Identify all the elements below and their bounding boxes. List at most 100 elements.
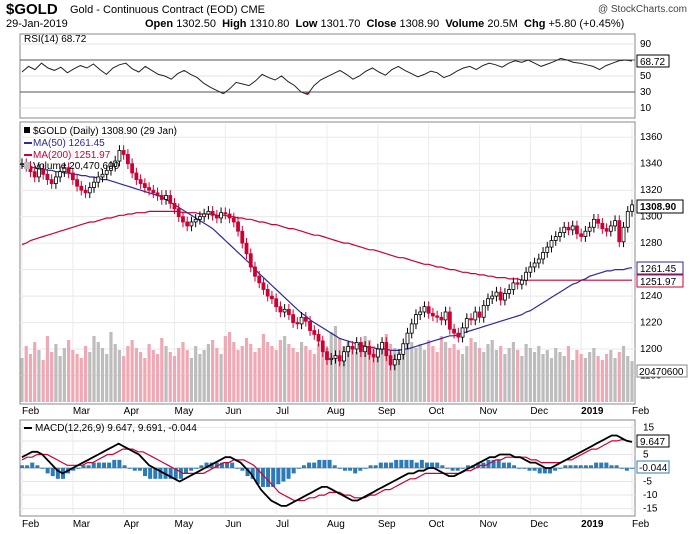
- volume-bar: [130, 340, 134, 402]
- volume-bar: [545, 350, 549, 402]
- macd-histogram-bar: [399, 459, 404, 468]
- candle-body: [164, 195, 168, 200]
- volume-bar: [524, 344, 528, 402]
- volume-bar: [100, 348, 105, 402]
- macd-histogram-bar: [558, 468, 563, 469]
- price-candles: [20, 145, 634, 371]
- volume-bar: [596, 356, 600, 402]
- candle-body: [126, 154, 130, 165]
- candle-body: [219, 212, 223, 219]
- candle-body: [176, 208, 181, 218]
- macd-month-label: 2019: [581, 519, 604, 530]
- macd-histogram-bar: [255, 468, 260, 485]
- rsi-tick-label: 30: [640, 87, 652, 98]
- macd-histogram-bar: [178, 468, 183, 479]
- volume-bar: [28, 354, 33, 402]
- volume-bar: [410, 342, 414, 402]
- price-month-label: Aug: [327, 406, 345, 417]
- volume-bar: [503, 354, 507, 402]
- volume-bar: [630, 361, 634, 402]
- candle-body: [630, 204, 634, 212]
- volume-bar: [304, 346, 308, 402]
- candle-body: [248, 253, 253, 268]
- volume-bar: [427, 340, 431, 402]
- low-value: 1301.70: [320, 18, 361, 30]
- macd-histogram-bar: [522, 468, 527, 469]
- macd-month-label: Nov: [480, 519, 498, 530]
- price-tick-label: 1220: [640, 318, 663, 329]
- volume-legend: Volume 20,470,600: [33, 161, 120, 172]
- volume-bar: [435, 352, 439, 402]
- candle-body: [286, 308, 291, 316]
- candle-body: [494, 291, 499, 297]
- candle-body: [354, 342, 359, 350]
- candle-body: [380, 342, 384, 350]
- candle-body: [45, 173, 50, 181]
- macd-tick-label: 5: [643, 449, 649, 460]
- candle-body: [104, 169, 109, 175]
- volume-bar: [261, 334, 266, 402]
- candle-body: [231, 217, 236, 223]
- candle-body: [151, 189, 156, 194]
- macd-histogram-bar: [455, 468, 460, 471]
- candle-body: [477, 311, 482, 318]
- candle-body: [236, 221, 240, 232]
- macd-month-label: Dec: [530, 519, 548, 530]
- macd-histogram-bar: [76, 468, 81, 469]
- macd-histogram-bar: [342, 468, 347, 471]
- volume-bar: [147, 344, 151, 402]
- volume-bar: [431, 346, 435, 402]
- macd-last-value: 9.647: [640, 437, 665, 448]
- candle-body: [202, 213, 207, 218]
- volume-bar: [414, 348, 418, 402]
- candle-body: [244, 242, 249, 255]
- candle-body: [350, 345, 355, 350]
- price-frame: [19, 121, 636, 405]
- macd-month-label: May: [175, 519, 194, 530]
- ma200-legend: MA(200) 1251.97: [33, 150, 111, 161]
- price-month-axis: Feb Mar Apr May Jun Jul Aug Sep Oct Nov Dec 2019 Feb: [22, 406, 650, 417]
- rsi-tick-label: 90: [640, 39, 652, 50]
- rsi-neg-fill: [221, 92, 310, 95]
- macd-histogram-bar: [394, 459, 399, 468]
- volume-bar: [511, 342, 515, 402]
- volume-bar: [528, 348, 532, 402]
- volume-bar: [384, 334, 388, 402]
- candle-body: [96, 176, 101, 183]
- candle-body: [265, 289, 270, 297]
- candle-body: [337, 355, 342, 362]
- macd-tick-label: -10: [643, 490, 658, 501]
- candle-body: [320, 340, 325, 353]
- candle-body: [20, 163, 24, 166]
- price-month-label: Jul: [276, 406, 289, 417]
- candle-body: [541, 252, 545, 260]
- volume-bar: [253, 352, 257, 402]
- volume-bar: [274, 350, 278, 402]
- candle-body: [418, 311, 423, 316]
- ma200-last-box: [636, 274, 684, 288]
- low-label: Low: [295, 18, 318, 30]
- macd-histogram-bar: [409, 459, 414, 468]
- hist-last-box: [636, 460, 670, 474]
- volume-bar: [401, 346, 405, 402]
- candle-body: [426, 306, 431, 314]
- candle-body: [579, 233, 584, 237]
- volume-bar: [105, 354, 109, 402]
- price-month-label: Dec: [530, 406, 548, 417]
- price-last-labels: 1308.90 1261.45 1251.97 20470600: [636, 199, 688, 378]
- macd-histogram-bar: [476, 462, 481, 468]
- volume-bar: [456, 350, 460, 402]
- candle-body: [443, 311, 448, 321]
- candle-body: [549, 240, 554, 248]
- volume-bar: [287, 344, 291, 402]
- volume-bar: [126, 346, 130, 402]
- volume-bar: [532, 352, 537, 402]
- chart-header: $GOLD Gold - Continuous Contract (EOD) C…: [0, 0, 693, 32]
- volume-bar: [499, 346, 503, 402]
- macd-tick-label: -5: [643, 477, 652, 488]
- volume-swatch: [24, 162, 30, 169]
- candle-body: [447, 311, 452, 330]
- volume-bar: [350, 348, 355, 402]
- volume-bar: [79, 358, 83, 402]
- candle-body: [367, 345, 372, 355]
